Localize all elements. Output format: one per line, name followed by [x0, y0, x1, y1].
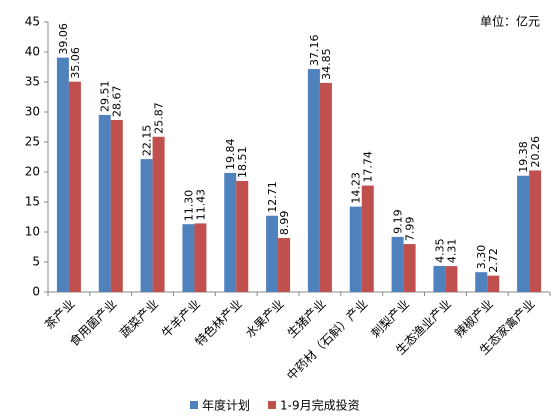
bar [236, 180, 249, 292]
x-tick-label: 牛羊产业 [158, 296, 203, 341]
bar [194, 223, 207, 292]
value-label: 17.74 [362, 151, 375, 183]
y-tick-label: 25 [25, 135, 40, 149]
y-tick-label: 0 [32, 285, 40, 299]
legend-label: 1-9月完成投资 [280, 398, 360, 413]
bar [98, 114, 111, 292]
bar [391, 236, 404, 292]
bar [278, 238, 291, 292]
legend-swatch [190, 401, 198, 409]
value-label: 4.31 [445, 239, 458, 264]
y-tick-label: 10 [25, 225, 40, 239]
value-label: 35.06 [69, 47, 82, 79]
bar [403, 244, 416, 292]
bar [529, 170, 542, 292]
value-label: 14.23 [350, 172, 363, 204]
value-label: 3.30 [475, 245, 488, 270]
bar [140, 159, 153, 292]
y-tick-label: 20 [25, 165, 40, 179]
bar [266, 215, 279, 292]
bar [182, 224, 195, 292]
value-label: 34.85 [320, 48, 333, 80]
y-tick-label: 40 [25, 45, 40, 59]
bar [349, 206, 362, 292]
x-tick-label: 蔬菜产业 [117, 297, 161, 341]
y-tick-label: 15 [25, 195, 40, 209]
value-label: 29.51 [99, 80, 112, 112]
value-label: 11.43 [194, 189, 207, 221]
bar [110, 119, 123, 292]
value-label: 4.35 [433, 238, 446, 263]
value-label: 12.71 [266, 181, 279, 213]
x-tick-label: 水果产业 [243, 297, 287, 341]
bar [433, 265, 446, 292]
value-label: 18.51 [236, 146, 249, 178]
x-tick-label: 茶产业 [41, 296, 77, 332]
value-label: 2.72 [487, 248, 500, 273]
unit-annotation: 单位：亿元 [480, 14, 540, 29]
bar [56, 57, 69, 292]
value-label: 11.30 [182, 190, 195, 222]
y-tick-label: 35 [25, 75, 40, 89]
y-tick-label: 5 [32, 255, 40, 269]
value-label: 28.67 [111, 85, 124, 117]
legend-label: 年度计划 [202, 398, 250, 413]
bar [224, 172, 237, 292]
value-label: 25.87 [153, 102, 166, 134]
bar [152, 136, 165, 292]
value-label: 39.06 [57, 23, 70, 55]
value-label: 37.16 [308, 35, 321, 67]
y-tick-label: 45 [25, 15, 40, 29]
bar [475, 272, 488, 292]
bar [361, 185, 374, 292]
x-tick-label: 中药材（石斛）产业 [283, 296, 370, 383]
value-label: 8.99 [278, 211, 291, 236]
value-label: 20.26 [529, 136, 542, 168]
value-label: 7.99 [404, 217, 417, 242]
bar [68, 81, 81, 292]
bar [487, 275, 500, 292]
value-label: 9.19 [392, 209, 405, 234]
bar [445, 266, 458, 292]
value-label: 19.84 [224, 138, 237, 170]
value-label: 19.38 [517, 141, 530, 173]
value-label: 22.15 [141, 125, 154, 157]
bar [517, 175, 530, 292]
bar [307, 69, 320, 292]
y-tick-label: 30 [25, 105, 40, 119]
bar [319, 82, 332, 293]
legend-swatch [268, 401, 277, 409]
